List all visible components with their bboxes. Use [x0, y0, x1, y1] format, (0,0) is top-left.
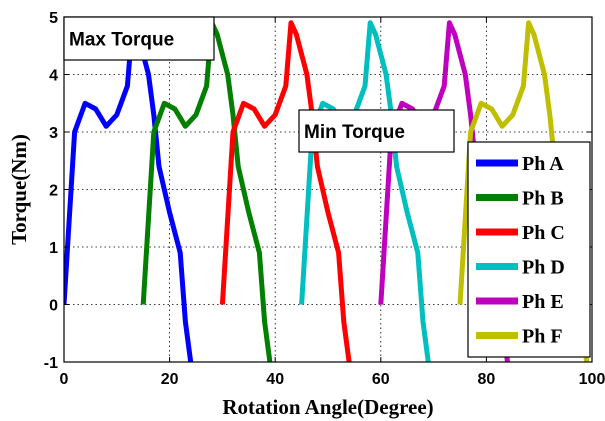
legend-label-ph-b: Ph B [522, 188, 564, 210]
y-tick-label-4: 3 [49, 125, 58, 142]
legend: Ph A Ph B Ph C Ph D Ph E Ph F [467, 141, 591, 358]
y-axis-label: Torque(Nm) [7, 134, 31, 245]
legend-label-ph-e: Ph E [522, 291, 564, 313]
annotations: Max Torque Min Torque [63, 16, 455, 153]
legend-label-ph-d: Ph D [522, 257, 565, 279]
max-torque-annotation: Max Torque [63, 16, 215, 61]
max-torque-label: Max Torque [69, 30, 174, 51]
x-tick-label-1: 20 [161, 371, 179, 388]
legend-label-ph-a: Ph A [522, 153, 564, 175]
axis-labels: Rotation Angle(Degree) Torque(Nm) [7, 134, 434, 419]
series-line-ph-d [299, 20, 431, 362]
y-tick-label-1: 0 [49, 298, 58, 315]
y-tick-label-2: 1 [49, 240, 58, 257]
y-tick-label-6: 5 [49, 10, 58, 27]
series-line-ph-c [219, 20, 352, 362]
x-tick-label-4: 80 [478, 371, 496, 388]
y-tick-label-0: -1 [44, 355, 58, 372]
x-tick-label-3: 60 [372, 371, 390, 388]
legend-label-ph-c: Ph C [522, 222, 565, 244]
min-torque-annotation: Min Torque [298, 109, 455, 153]
x-axis-label: Rotation Angle(Degree) [222, 395, 433, 419]
series-line-ph-b [140, 20, 273, 362]
series-line-ph-a [64, 20, 194, 362]
legend-label-ph-f: Ph F [522, 326, 563, 348]
min-torque-label: Min Torque [304, 122, 405, 143]
y-tick-label-3: 2 [49, 183, 58, 200]
x-tick-label-5: 100 [579, 371, 605, 388]
x-tick-label-0: 0 [60, 371, 69, 388]
legend-box [467, 141, 591, 358]
x-tick-label-2: 40 [266, 371, 284, 388]
y-tick-label-5: 4 [49, 68, 58, 85]
